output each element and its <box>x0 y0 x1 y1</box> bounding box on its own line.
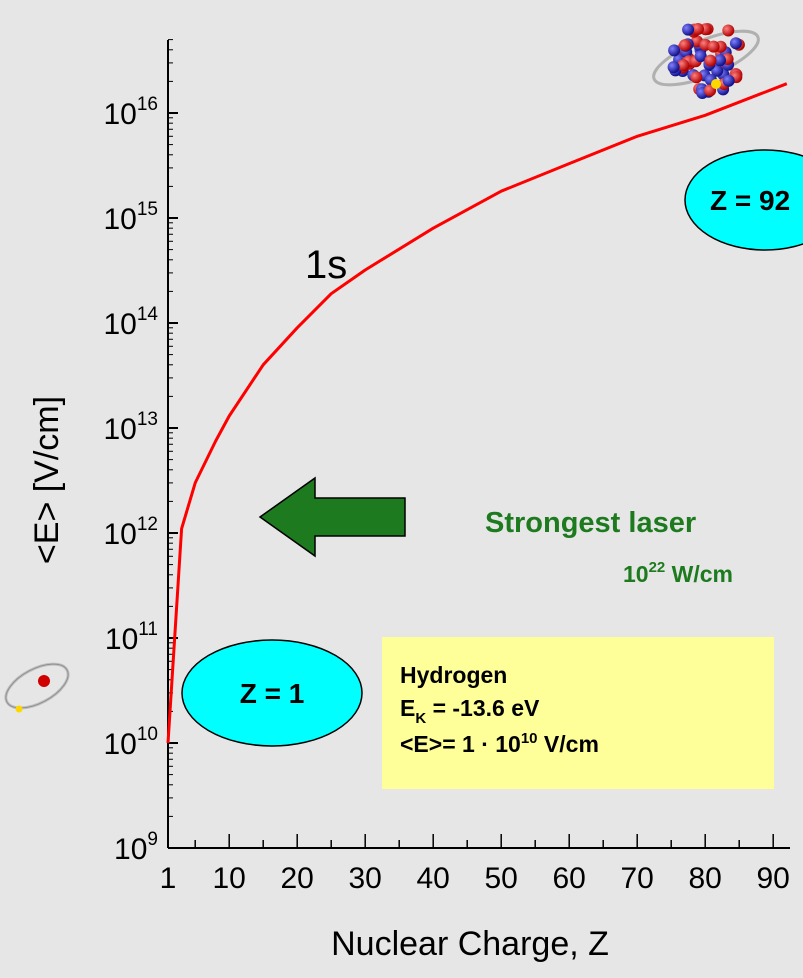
y-tick-label: 1010 <box>103 724 158 761</box>
x-tick-label: 10 <box>213 862 246 895</box>
curve-label-1s: 1s <box>305 243 347 287</box>
y-tick-label: 1015 <box>103 199 158 236</box>
laser-value: 1022 W/cm <box>623 559 733 587</box>
y-tick-label: 1014 <box>103 304 158 341</box>
electron-dot <box>711 79 721 89</box>
nucleon-ball <box>679 39 691 52</box>
y-tick-label: 1012 <box>103 514 158 551</box>
nucleon-ball <box>722 24 735 37</box>
hydrogen-info-box: Hydrogen EK = -13.6 eV <E>= 1 · 1010 V/c… <box>382 637 774 789</box>
ellipse-z92-label: Z = 92 <box>710 185 790 216</box>
laser-title: Strongest laser <box>485 507 696 539</box>
y-tick-label: 1013 <box>103 409 158 446</box>
y-axis-title: <E> [V/cm] <box>28 396 66 564</box>
y-tick-label: 1016 <box>103 94 158 131</box>
ellipse-z1: Z = 1 <box>181 639 363 747</box>
x-tick-label: 70 <box>621 862 654 895</box>
hydrogen-field: <E>= 1 · 1010 V/cm <box>400 730 599 757</box>
nucleon-ball <box>692 23 704 35</box>
heavy-nucleus-icon <box>652 23 760 99</box>
x-tick-label: 1 <box>160 862 177 895</box>
x-tick-label: 80 <box>689 862 722 895</box>
y-axis <box>167 39 178 849</box>
nucleon-ball <box>711 64 724 77</box>
x-tick-label: 20 <box>281 862 314 895</box>
y-tick-label: 1011 <box>105 619 158 656</box>
hydrogen-title: Hydrogen <box>400 662 508 688</box>
x-tick-label: 40 <box>417 862 450 895</box>
series-line-1s <box>166 82 788 744</box>
nucleon-ball <box>704 54 717 67</box>
nucleon-ball <box>694 50 707 63</box>
y-tick-label: 109 <box>114 829 158 866</box>
ellipse-z1-label: Z = 1 <box>240 678 305 709</box>
nucleon-ball <box>667 61 680 74</box>
x-axis <box>168 834 790 849</box>
x-tick-label: 30 <box>349 862 382 895</box>
x-tick-label: 60 <box>553 862 586 895</box>
nucleon-ball <box>677 59 690 72</box>
nucleon-ball <box>668 44 681 57</box>
left-arrow-icon <box>258 476 406 558</box>
nucleon-ball <box>714 54 726 67</box>
nucleon-ball <box>682 23 695 36</box>
hydrogen-atom-icon <box>4 662 70 713</box>
nucleon-ball <box>729 37 742 50</box>
nucleon-ball <box>690 71 703 84</box>
nucleon-ball <box>707 40 720 53</box>
nucleon-ball <box>722 74 735 87</box>
x-axis-title: Nuclear Charge, Z <box>331 925 609 963</box>
x-tick-label: 90 <box>757 862 790 895</box>
x-tick-label: 50 <box>485 862 518 895</box>
ellipse-z92: Z = 92 <box>684 149 803 251</box>
hydrogen-energy: EK = -13.6 eV <box>400 695 540 727</box>
